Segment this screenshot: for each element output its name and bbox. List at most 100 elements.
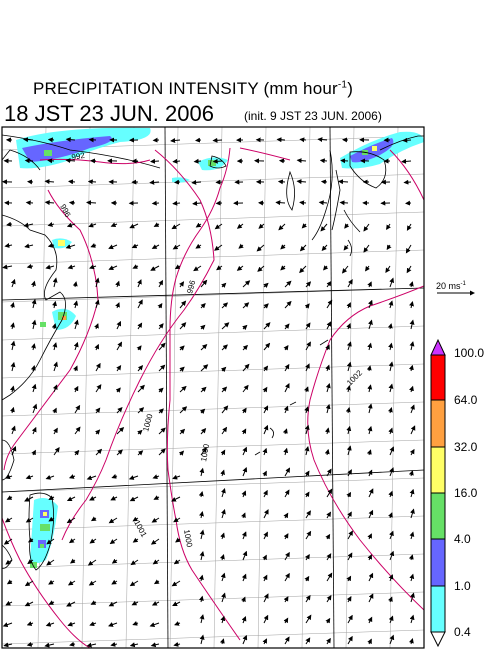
wind-vector	[47, 242, 55, 248]
wind-vector	[200, 364, 209, 372]
colorbar-over-triangle	[430, 338, 446, 356]
wind-vector	[242, 280, 251, 288]
wind-vector	[132, 621, 139, 626]
wind-vector	[339, 200, 349, 206]
wind-vector	[66, 222, 76, 228]
wind-vector	[221, 282, 227, 288]
wind-vector	[408, 470, 414, 477]
wind-vector	[66, 601, 76, 607]
wind-vector	[199, 467, 205, 477]
wind-vector	[242, 324, 248, 331]
wind-vector	[258, 223, 265, 229]
wind-vector	[179, 345, 185, 351]
wind-vector	[137, 322, 143, 330]
wind-vector	[66, 517, 76, 524]
wind-vector	[199, 634, 205, 645]
wind-vector	[220, 508, 226, 519]
wind-vector	[389, 634, 395, 645]
wind-vector	[31, 426, 37, 435]
wind-vector	[241, 531, 247, 540]
wind-vector	[367, 638, 372, 645]
colorbar-segment	[430, 538, 446, 587]
wind-vector	[238, 243, 244, 249]
wind-vector	[263, 531, 268, 540]
wind-vector	[221, 386, 228, 393]
wind-vector	[199, 529, 205, 540]
wind-vector	[347, 511, 352, 519]
wind-vector	[46, 538, 55, 545]
wind-vector	[26, 263, 34, 269]
wind-vector	[9, 385, 15, 393]
wind-vector	[86, 200, 97, 206]
wind-vector	[170, 138, 181, 143]
wind-vector	[304, 303, 310, 309]
wind-vector	[115, 387, 121, 393]
wind-vector	[368, 572, 374, 582]
wind-vector	[158, 279, 163, 288]
wind-vector	[299, 265, 307, 274]
wind-vector	[387, 323, 393, 330]
wind-vector	[282, 428, 288, 435]
wind-vector	[325, 533, 331, 540]
wind-vector	[410, 425, 416, 435]
wind-vector	[2, 622, 13, 627]
wind-vector	[388, 427, 393, 435]
wind-vector	[405, 244, 412, 254]
wind-vector	[31, 449, 36, 456]
wind-vector	[403, 179, 412, 185]
wind-vector	[53, 427, 58, 435]
grid-line	[2, 249, 424, 265]
wind-vector	[387, 407, 393, 414]
wind-vector	[158, 408, 164, 414]
wind-vector	[200, 427, 207, 435]
wind-vector	[199, 511, 204, 519]
wind-vector	[318, 200, 328, 206]
wind-vector	[284, 467, 291, 477]
wind-vector	[73, 365, 78, 372]
wind-vector	[2, 264, 13, 270]
wind-vector	[284, 323, 290, 330]
wind-vector	[5, 559, 13, 565]
wind-vector	[174, 621, 181, 626]
wind-vector	[48, 495, 55, 500]
wind-vector	[410, 592, 415, 603]
wind-vector	[44, 200, 55, 206]
wind-vector	[116, 341, 123, 351]
wind-vector	[345, 407, 351, 414]
wind-vector	[367, 425, 373, 435]
wind-vector	[216, 265, 223, 271]
wind-vector	[410, 508, 415, 519]
wind-vector	[346, 575, 352, 582]
wind-vector	[326, 594, 332, 603]
wind-vector	[386, 223, 391, 231]
precipitation-areas	[16, 127, 424, 568]
wind-vector	[389, 446, 395, 456]
grid-line	[2, 325, 424, 341]
wind-vector	[195, 222, 202, 228]
wind-vector	[88, 222, 97, 228]
wind-vector	[408, 554, 414, 561]
colorbar-label: 64.0	[454, 393, 478, 407]
wind-vector	[262, 447, 268, 456]
wind-vector	[179, 300, 187, 309]
wind-vector	[347, 552, 353, 561]
map-frame	[1, 126, 425, 649]
wind-vector	[5, 600, 13, 606]
wind-vector	[220, 366, 227, 373]
wind-vector	[263, 282, 269, 288]
wind-vector	[341, 265, 349, 274]
wind-vector	[26, 641, 34, 647]
wind-vector	[195, 243, 202, 249]
wind-vector	[151, 200, 160, 206]
wind-vector	[326, 321, 332, 330]
wind-vector	[284, 572, 290, 582]
wind-vector	[305, 510, 311, 519]
wind-vector	[72, 281, 78, 288]
wind-vector	[346, 385, 351, 393]
wind-vector	[45, 474, 55, 480]
wind-vector	[220, 487, 226, 498]
wind-vector	[220, 469, 225, 477]
wind-vector	[262, 470, 267, 477]
wind-vector	[111, 579, 118, 585]
wind-vector	[53, 446, 60, 456]
